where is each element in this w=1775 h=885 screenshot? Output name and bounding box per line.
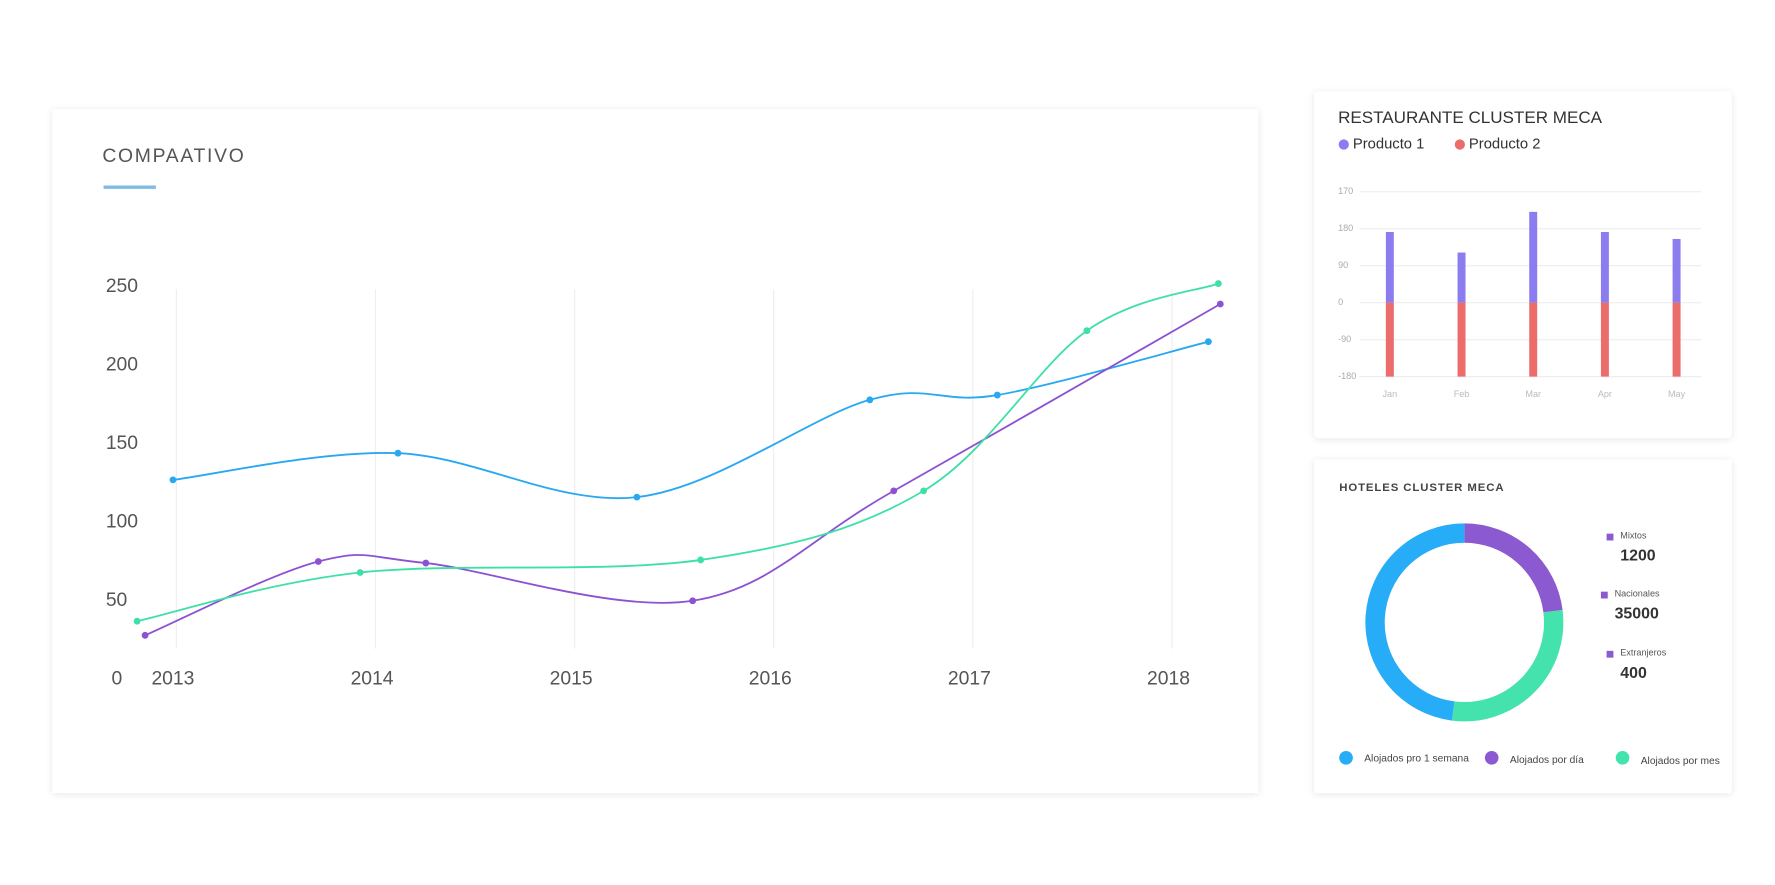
stat-label: Nacionales [1615,588,1660,598]
stat-marker [1600,591,1608,599]
bar [1600,231,1609,303]
stat-marker [1606,533,1614,541]
data-point [920,487,928,495]
y-tick-label: -180 [1338,371,1356,381]
series-line [144,303,1221,637]
legend-label: Alojados pro 1 semana [1364,754,1469,765]
bar [1385,302,1394,377]
x-tick-label: 2016 [749,667,792,689]
data-point [169,476,177,484]
data-point [866,396,874,404]
legend-marker [1339,750,1353,765]
stat-value: 400 [1620,665,1647,682]
card [1314,91,1732,439]
stat-marker [1606,650,1614,658]
data-point [1204,338,1212,346]
data-point [422,559,430,567]
data-point [890,487,898,495]
stat-label: Mixtos [1620,530,1647,540]
y-tick-label: -90 [1338,334,1351,344]
y-tick-label: 50 [106,589,128,611]
y-tick-label: 250 [106,275,138,297]
legend-marker [1484,750,1499,765]
x-tick-label: 2018 [1147,667,1190,689]
chart-title: RESTAURANTE CLUSTER MECA [1338,108,1603,127]
data-point [356,569,364,576]
donut-segment [1451,609,1564,722]
bar [1457,302,1466,377]
x-tick-label: 2017 [948,667,991,689]
bar [1672,238,1681,303]
data-point [314,558,322,565]
legend-marker [1338,139,1349,150]
data-point [394,449,402,457]
x-tick-label: Mar [1525,389,1541,399]
y-tick-label: 180 [1338,223,1353,233]
x-tick-label: 2014 [351,667,394,689]
x-tick-label: Jan [1383,389,1398,399]
bar [1385,231,1394,303]
y-tick-label: 0 [1338,297,1343,307]
data-point [697,556,705,564]
title-underline [103,185,156,189]
y-tick-label: 150 [106,432,138,454]
series-line [172,340,1209,500]
y-tick-label: 200 [106,353,138,375]
legend-label: Producto 1 [1353,136,1425,152]
y-tick-label: 170 [1338,186,1353,196]
x-tick-label: 2013 [151,667,194,689]
x-tick-label: Feb [1454,389,1470,399]
y-tick-label: 90 [1338,260,1348,270]
chart-title: COMPAATIVO [102,145,245,167]
chart-title: HOTELES CLUSTER MECA [1339,482,1504,494]
data-point [1216,300,1224,308]
data-point [1214,280,1222,288]
bar [1529,211,1538,303]
data-point [1083,327,1091,335]
data-point [993,391,1001,399]
stat-value: 1200 [1620,548,1656,565]
y-tick-label: 0 [112,667,123,689]
data-point [689,597,697,605]
bar [1529,302,1538,377]
bar [1600,302,1609,377]
data-point [633,493,641,501]
donut-segment [1365,523,1465,721]
donut-segment [1464,523,1563,613]
legend-label: Alojados por mes [1641,756,1720,767]
y-tick-label: 100 [106,510,138,532]
data-point [141,631,149,639]
stat-label: Extranjeros [1620,648,1666,658]
x-tick-label: 2015 [550,667,593,689]
x-tick-label: Apr [1598,389,1612,399]
legend-label: Producto 2 [1469,136,1541,152]
legend-marker [1454,139,1465,150]
bar [1457,252,1466,303]
stat-value: 35000 [1615,606,1659,623]
legend-marker [1615,750,1630,765]
card [52,109,1259,794]
x-tick-label: May [1668,389,1686,399]
bar [1672,302,1681,377]
legend-label: Alojados por día [1510,755,1584,766]
data-point [133,617,141,625]
